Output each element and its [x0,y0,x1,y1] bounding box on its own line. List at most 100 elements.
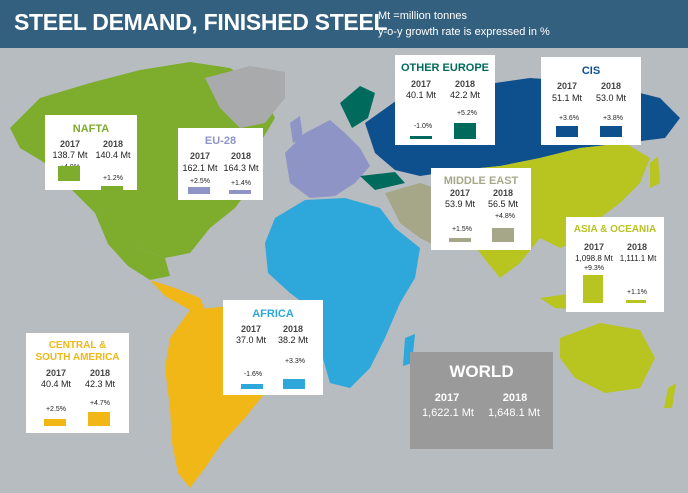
region-nafta-shape [10,62,275,258]
growth-label: +3.3% [284,358,306,365]
year-label: 2017 [434,392,460,404]
growth-bar [492,227,514,242]
value-label: 37.0 Mt [235,335,266,345]
panel-africa: AFRICA 2017 2018 37.0 Mt 38.2 Mt -1.6% +… [223,300,323,395]
panel-title: CIS [581,65,601,77]
region-japan-shape [650,156,660,188]
growth-label: +1.5% [451,226,473,233]
growth-label: +1.2% [102,175,124,182]
year-label: 2018 [600,81,622,91]
growth-note: y-o-y growth rate is expressed in % [378,26,550,38]
growth-bar [283,379,305,389]
panel-other-europe: OTHER EUROPE 2017 2018 40.1 Mt 42.2 Mt -… [395,55,495,145]
turkey-shape [360,172,405,190]
year-label: 2018 [282,324,304,334]
region-other-europe-shape [340,86,375,128]
panel-middle-east: MIDDLE EAST 2017 2018 53.9 Mt 56.5 Mt +1… [431,168,531,250]
growth-label: -1.0% [413,123,433,130]
growth-bar [583,275,603,303]
panel-title: WORLD [449,362,514,381]
year-label: 2018 [502,392,528,404]
growth-bar [454,123,476,139]
region-eu28-shape [285,120,370,198]
page-title: STEEL DEMAND, FINISHED STEEL [14,9,388,35]
growth-bar [58,166,80,181]
growth-bar [600,125,622,137]
value-label: 40.4 Mt [40,379,71,389]
greenland-shape [205,66,285,128]
growth-label: +4.8% [494,213,516,220]
growth-bar [229,189,251,194]
year-label: 2018 [102,139,124,149]
region-australia-shape [560,323,655,393]
panel-cis: CIS 2017 2018 51.1 Mt 53.0 Mt +3.6% +3.8… [541,57,641,145]
growth-bar [88,411,110,426]
growth-bar [188,186,210,194]
uk-shape [290,116,303,143]
panel-title: MIDDLE EAST [443,175,519,187]
year-label: 2017 [556,81,578,91]
panel-title: OTHER EUROPE [400,62,489,74]
header-band: STEEL DEMAND, FINISHED STEEL Mt =million… [0,0,688,48]
value-label: 42.2 Mt [449,90,480,100]
region-africa-shape [265,198,420,388]
value-label: 1,111.1 Mt [619,254,657,263]
panel-central-south-america: CENTRAL & SOUTH AMERICA 2017 2018 40.4 M… [26,333,129,433]
value-label: 138.7 Mt [52,150,88,160]
panel-title: ASIA & OCEANIA [573,224,657,235]
growth-bar [241,384,263,389]
panel-title: EU-28 [204,135,237,147]
growth-label: +4.7% [89,400,111,407]
value-label: 38.2 Mt [277,335,308,345]
panel-nafta: NAFTA 2017 2018 138.7 Mt 140.4 Mt +4.9% … [45,115,137,190]
year-label: 2017 [583,242,605,252]
growth-label: +9.3% [583,265,605,272]
panel-title: AFRICA [252,308,294,320]
growth-bar [410,136,432,139]
growth-bar [44,418,66,426]
year-label: 2018 [454,79,476,89]
growth-bar [626,299,646,303]
panel-asia-oceania: ASIA & OCEANIA 2017 2018 1,098.8 Mt 1,11… [566,217,664,312]
panel-world: WORLD 2017 2018 1,622.1 Mt 1,648.1 Mt [410,352,553,449]
value-label: 164.3 Mt [223,163,259,173]
panel-title: NAFTA [72,123,110,135]
growth-bar [101,186,123,190]
growth-label: +3.6% [558,115,580,122]
growth-bar [449,237,471,242]
value-label: 1,622.1 Mt [422,407,474,419]
panel-title: CENTRAL & SOUTH AMERICA [35,340,120,363]
region-mexico-shape [95,213,170,280]
growth-label: -1.6% [243,371,263,378]
value-label: 1,648.1 Mt [488,407,540,419]
year-label: 2017 [189,151,211,161]
growth-label: +2.5% [45,406,67,413]
growth-label: +2.5% [189,178,211,185]
value-label: 140.4 Mt [95,150,131,160]
value-label: 40.1 Mt [405,90,436,100]
unit-note: Mt =million tonnes [378,10,467,22]
growth-label: +3.8% [602,115,624,122]
growth-label: +5.2% [456,110,478,117]
value-label: 51.1 Mt [551,93,582,103]
growth-label: +1.1% [626,289,648,296]
region-nz-shape [664,383,676,408]
year-label: 2018 [230,151,252,161]
year-label: 2017 [240,324,262,334]
value-label: 1,098.8 Mt [575,254,613,263]
value-label: 42.3 Mt [84,379,115,389]
value-label: 53.0 Mt [595,93,626,103]
year-label: 2017 [410,79,432,89]
value-label: 56.5 Mt [487,199,518,209]
region-central-america-shape [150,280,205,310]
year-label: 2017 [45,368,67,378]
year-label: 2017 [59,139,81,149]
growth-bar [556,126,578,137]
panel-eu28: EU-28 2017 2018 162.1 Mt 164.3 Mt +2.5% … [178,128,263,200]
year-label: 2017 [449,188,471,198]
growth-label: +1.4% [230,180,252,187]
year-label: 2018 [89,368,111,378]
value-label: 53.9 Mt [444,199,475,209]
value-label: 162.1 Mt [182,163,218,173]
